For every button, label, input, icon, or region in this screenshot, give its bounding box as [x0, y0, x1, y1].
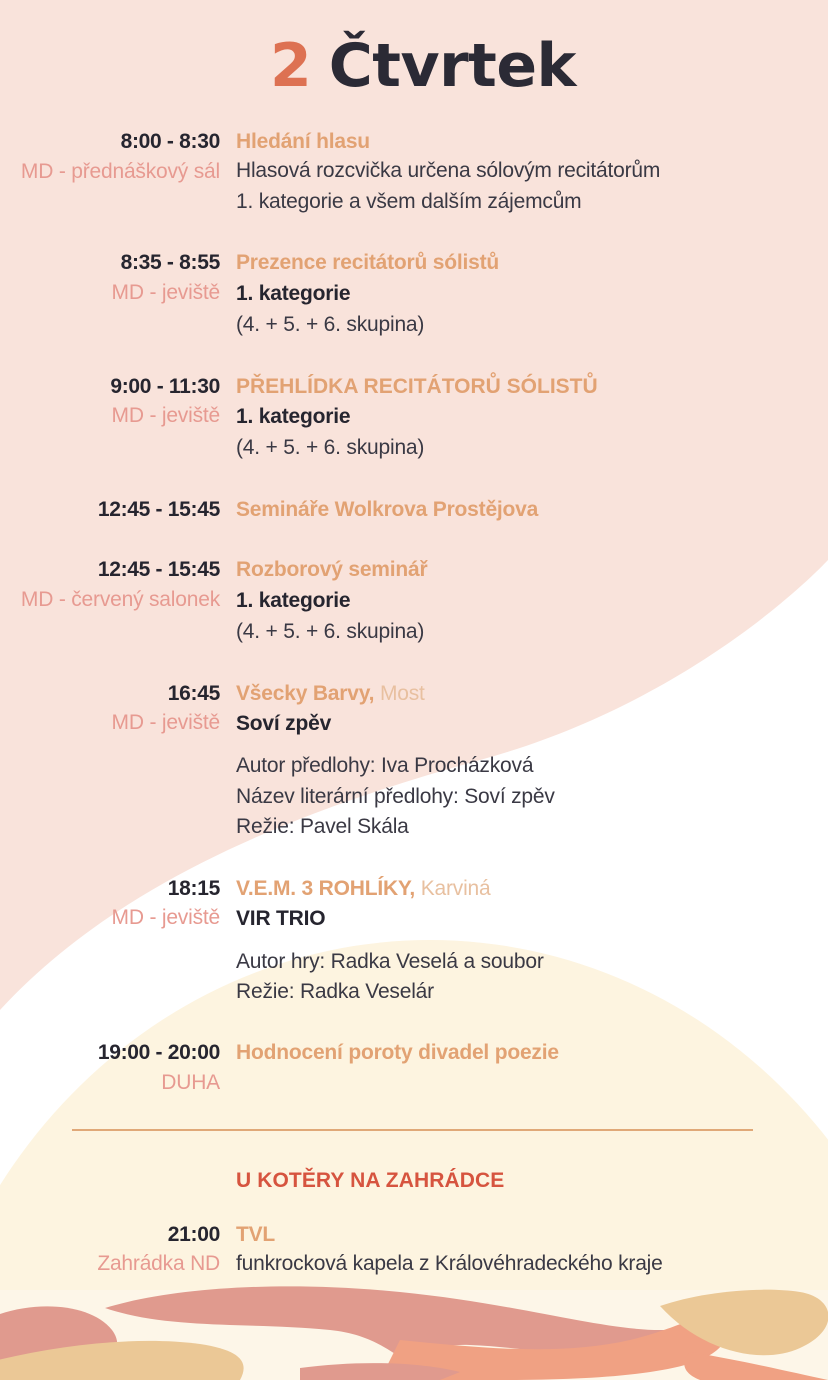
bottom-ornament-group: [0, 1286, 828, 1380]
event-line: funkrocková kapela z Královéhradeckého k…: [236, 1252, 663, 1276]
event-time: 21:00: [167, 1222, 221, 1246]
event-time: 8:00 - 8:30: [120, 130, 221, 153]
section-header-spacer: [18, 1169, 236, 1193]
section-divider: [72, 1128, 753, 1131]
event-time-place: 16:45 MD - jeviště: [18, 680, 236, 739]
event-time: 12:45 - 15:45: [97, 558, 220, 582]
event-title: Všecky Barvy, Most: [236, 680, 788, 708]
event-time: 19:00 - 20:00: [97, 1041, 220, 1065]
event-title-group: Všecky Barvy,: [236, 681, 375, 705]
day-name: Čtvrtek: [328, 31, 577, 101]
event-title-group: V.E.M. 3 ROHLÍKY,: [236, 876, 416, 900]
event-time-place: 18:15 MD - jeviště: [18, 875, 236, 934]
ornament-salmon: [380, 1315, 728, 1380]
event-time-place: 9:00 - 11:30 MD - jeviště: [18, 373, 236, 432]
event-town: Most: [379, 681, 425, 705]
event-row[interactable]: 19:00 - 20:00 DUHA Hodnocení poroty diva…: [0, 1039, 828, 1098]
ornament-rose-center: [105, 1286, 721, 1378]
ornament-rose-left: [0, 1306, 118, 1380]
event-time-place: 12:45 - 15:45 MD - červený salonek: [18, 556, 236, 615]
event-details: Autor předlohy: Iva Procházková Název li…: [236, 751, 788, 842]
event-body: V.E.M. 3 ROHLÍKY, Karviná VIR TRIO Autor…: [236, 875, 788, 1008]
event-row[interactable]: 9:00 - 11:30 MD - jeviště PŘEHLÍDKA RECI…: [0, 373, 828, 464]
event-row[interactable]: 21:00 Zahrádka ND TVL funkrocková kapela…: [0, 1221, 828, 1280]
event-place: MD - jeviště: [111, 711, 221, 735]
event-time-place: 12:45 - 15:45: [18, 496, 236, 524]
event-line: Autor hry: Radka Veselá a soubor: [236, 949, 544, 973]
bg-bottom-fill: [0, 1290, 828, 1380]
event-time: 9:00 - 11:30: [110, 374, 220, 398]
event-details: Autor hry: Radka Veselá a soubor Režie: …: [236, 947, 788, 1008]
event-time-place: 8:00 - 8:30 MD - přednáškový sál: [18, 128, 236, 187]
event-row[interactable]: 8:00 - 8:30 MD - přednáškový sál Hledání…: [0, 128, 828, 217]
event-time-place: 8:35 - 8:55 MD - jeviště: [18, 249, 236, 308]
ornament-tan-right: [660, 1289, 828, 1356]
section-header: U KOTĚRY NA ZAHRÁDCE: [0, 1169, 828, 1193]
event-body: Všecky Barvy, Most Soví zpěv Autor předl…: [236, 680, 788, 843]
event-subtitle: VIR TRIO: [236, 907, 326, 931]
event-body: TVL funkrocková kapela z Královéhradecké…: [236, 1221, 788, 1280]
event-title: V.E.M. 3 ROHLÍKY, Karviná: [236, 875, 788, 903]
event-body: Hodnocení poroty divadel poezie: [236, 1039, 788, 1067]
event-title: Hodnocení poroty divadel poezie: [236, 1041, 559, 1065]
event-line: 1. kategorie a všem dalším zájemcům: [236, 189, 582, 213]
event-place: MD - jeviště: [111, 404, 221, 428]
ornament-salmon-small: [684, 1352, 828, 1380]
day-number: 2: [270, 31, 312, 101]
event-body: PŘEHLÍDKA RECITÁTORŮ SÓLISTŮ 1. kategori…: [236, 373, 788, 464]
event-row[interactable]: 12:45 - 15:45 MD - červený salonek Rozbo…: [0, 556, 828, 647]
event-time: 8:35 - 8:55: [120, 251, 221, 275]
event-row[interactable]: 8:35 - 8:55 MD - jeviště Prezence recitá…: [0, 249, 828, 340]
event-title: PŘEHLÍDKA RECITÁTORŮ SÓLISTŮ: [236, 374, 598, 398]
event-note: (4. + 5. + 6. skupina): [236, 313, 425, 337]
event-body: Prezence recitátorů sólistů 1. kategorie…: [236, 249, 788, 340]
event-title: Hledání hlasu: [236, 130, 370, 153]
event-time-place: 19:00 - 20:00 DUHA: [18, 1039, 236, 1098]
event-place: Zahrádka ND: [97, 1252, 220, 1276]
event-place: DUHA: [161, 1071, 220, 1095]
event-body: Semináře Wolkrova Prostějova: [236, 496, 788, 524]
event-place: MD - jeviště: [111, 906, 221, 930]
event-subtitle: 1. kategorie: [236, 404, 351, 428]
event-row[interactable]: 16:45 MD - jeviště Všecky Barvy, Most So…: [0, 680, 828, 843]
event-subtitle: Soví zpěv: [236, 711, 332, 735]
event-line: Autor předlohy: Iva Procházková: [236, 754, 534, 778]
event-title: Semináře Wolkrova Prostějova: [236, 497, 539, 521]
event-note: (4. + 5. + 6. skupina): [236, 436, 425, 460]
event-title: Prezence recitátorů sólistů: [236, 251, 500, 275]
event-line: Hlasová rozcvička určena sólovým recitát…: [236, 159, 661, 183]
ornament-rose-small: [300, 1363, 460, 1380]
event-note: (4. + 5. + 6. skupina): [236, 620, 425, 644]
event-place: MD - červený salonek: [20, 587, 220, 611]
event-time: 12:45 - 15:45: [97, 497, 220, 521]
day-header: 2 Čtvrtek: [0, 0, 828, 114]
event-place: MD - přednáškový sál: [20, 159, 220, 183]
event-row[interactable]: 18:15 MD - jeviště V.E.M. 3 ROHLÍKY, Kar…: [0, 875, 828, 1008]
event-title: TVL: [236, 1222, 276, 1246]
event-line: Režie: Pavel Skála: [236, 815, 409, 839]
event-title: Rozborový seminář: [236, 558, 428, 582]
event-subtitle: 1. kategorie: [236, 588, 351, 612]
event-town: Karviná: [420, 876, 491, 900]
event-body: Hledání hlasu Hlasová rozcvička určena s…: [236, 128, 788, 217]
event-time-place: 21:00 Zahrádka ND: [18, 1221, 236, 1280]
event-time: 18:15: [167, 876, 221, 900]
section-title: U KOTĚRY NA ZAHRÁDCE: [236, 1168, 505, 1192]
event-line: Režie: Radka Veselár: [236, 980, 434, 1004]
event-subtitle: 1. kategorie: [236, 281, 351, 305]
event-body: Rozborový seminář 1. kategorie (4. + 5. …: [236, 556, 788, 647]
event-list: 8:00 - 8:30 MD - přednáškový sál Hledání…: [0, 128, 828, 1280]
event-time: 16:45: [167, 681, 221, 705]
event-line: Název literární předlohy: Soví zpěv: [236, 784, 555, 808]
schedule-content: 2 Čtvrtek 8:00 - 8:30 MD - přednáškový s…: [0, 0, 828, 1280]
event-place: MD - jeviště: [111, 280, 221, 304]
ornament-tan-left: [0, 1340, 244, 1380]
event-row[interactable]: 12:45 - 15:45 Semináře Wolkrova Prostějo…: [0, 496, 828, 524]
